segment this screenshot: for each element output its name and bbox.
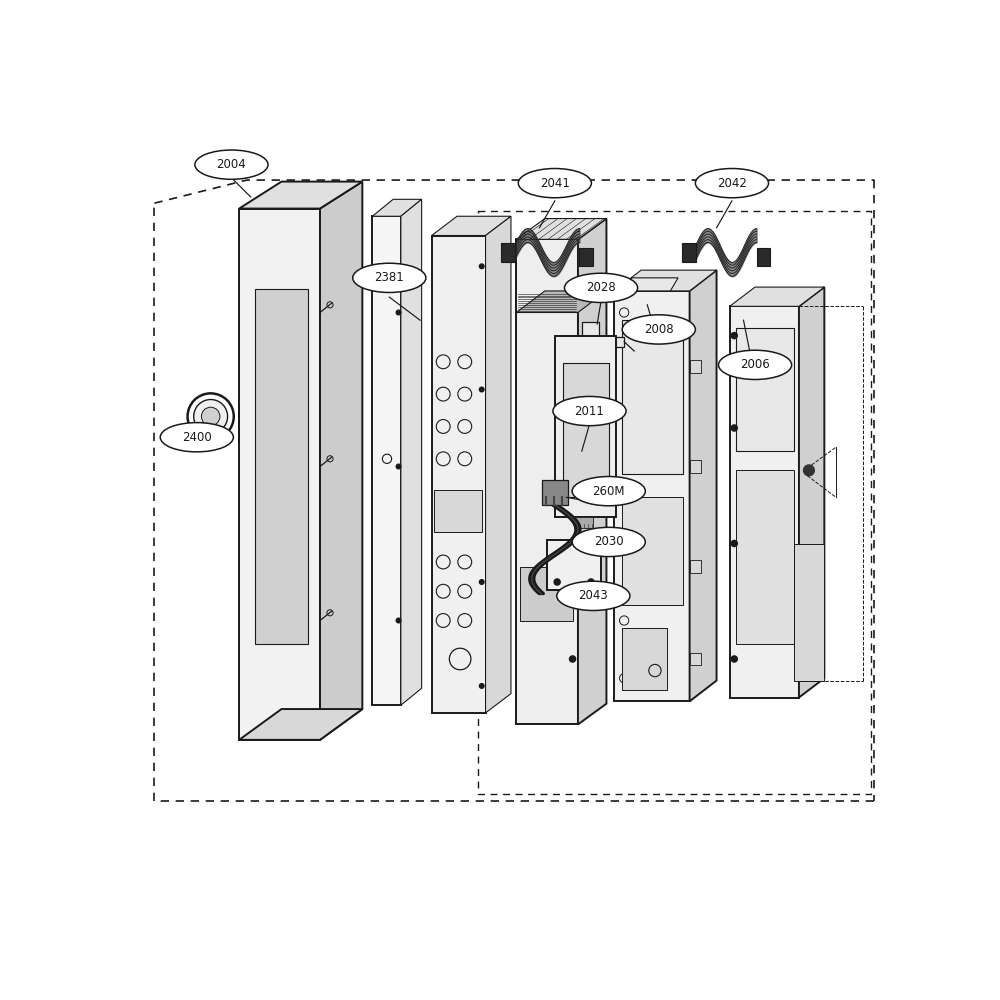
Circle shape — [479, 684, 484, 688]
Circle shape — [804, 465, 814, 476]
Polygon shape — [320, 182, 362, 740]
Polygon shape — [501, 243, 515, 262]
Ellipse shape — [695, 169, 769, 198]
Polygon shape — [622, 628, 666, 690]
Polygon shape — [682, 243, 696, 262]
Polygon shape — [690, 653, 701, 665]
Ellipse shape — [553, 396, 626, 426]
Ellipse shape — [557, 581, 630, 610]
Polygon shape — [432, 235, 486, 713]
Polygon shape — [582, 322, 624, 347]
Polygon shape — [372, 199, 422, 216]
Circle shape — [396, 464, 401, 469]
Ellipse shape — [195, 150, 268, 179]
Circle shape — [731, 333, 737, 339]
Circle shape — [479, 387, 484, 392]
Circle shape — [554, 579, 560, 585]
Text: 2041: 2041 — [540, 177, 570, 190]
Text: 2011: 2011 — [575, 405, 604, 418]
Circle shape — [588, 579, 594, 585]
Circle shape — [569, 656, 576, 662]
Polygon shape — [372, 216, 401, 705]
Polygon shape — [563, 363, 609, 497]
Text: 2004: 2004 — [217, 158, 246, 171]
Text: 2381: 2381 — [374, 271, 404, 284]
Polygon shape — [624, 278, 678, 291]
Polygon shape — [578, 219, 606, 724]
Circle shape — [201, 407, 220, 426]
Polygon shape — [547, 540, 601, 590]
Ellipse shape — [572, 477, 645, 506]
Polygon shape — [622, 320, 683, 474]
Circle shape — [731, 425, 737, 431]
Ellipse shape — [160, 423, 233, 452]
Polygon shape — [486, 216, 511, 713]
Polygon shape — [434, 490, 482, 532]
Ellipse shape — [622, 315, 695, 344]
Polygon shape — [730, 306, 799, 698]
Polygon shape — [614, 291, 690, 701]
Polygon shape — [239, 209, 320, 740]
Text: 2400: 2400 — [182, 431, 212, 444]
Text: 2008: 2008 — [644, 323, 674, 336]
Polygon shape — [516, 239, 578, 724]
Polygon shape — [255, 289, 308, 644]
Text: 2043: 2043 — [578, 589, 608, 602]
Polygon shape — [555, 336, 616, 517]
Polygon shape — [730, 287, 824, 306]
Circle shape — [569, 540, 576, 547]
Polygon shape — [736, 470, 794, 644]
Text: 260M: 260M — [592, 485, 625, 498]
Polygon shape — [690, 360, 701, 373]
Polygon shape — [542, 480, 568, 505]
Text: 2042: 2042 — [717, 177, 747, 190]
Polygon shape — [401, 199, 422, 705]
Text: 2006: 2006 — [740, 358, 770, 371]
Polygon shape — [799, 287, 824, 698]
Polygon shape — [520, 567, 573, 620]
Ellipse shape — [518, 169, 591, 198]
Polygon shape — [516, 219, 606, 239]
Polygon shape — [516, 291, 606, 312]
Polygon shape — [579, 248, 593, 266]
Circle shape — [479, 580, 484, 584]
Polygon shape — [690, 460, 701, 473]
Circle shape — [396, 310, 401, 315]
Polygon shape — [574, 517, 593, 528]
Polygon shape — [794, 544, 824, 681]
Polygon shape — [736, 328, 794, 451]
Ellipse shape — [564, 273, 638, 302]
Circle shape — [731, 656, 737, 662]
Polygon shape — [622, 497, 683, 605]
Polygon shape — [432, 216, 511, 235]
Polygon shape — [690, 270, 717, 701]
Circle shape — [194, 400, 228, 433]
Circle shape — [479, 264, 484, 269]
Circle shape — [396, 618, 401, 623]
Polygon shape — [757, 248, 770, 266]
Polygon shape — [239, 709, 362, 740]
Polygon shape — [614, 270, 717, 291]
Circle shape — [569, 425, 576, 431]
Ellipse shape — [572, 527, 645, 557]
Polygon shape — [239, 182, 362, 209]
Text: 2028: 2028 — [586, 281, 616, 294]
Ellipse shape — [718, 350, 792, 379]
Polygon shape — [690, 560, 701, 573]
Circle shape — [731, 540, 737, 547]
Ellipse shape — [353, 263, 426, 292]
Text: 2030: 2030 — [594, 535, 624, 548]
